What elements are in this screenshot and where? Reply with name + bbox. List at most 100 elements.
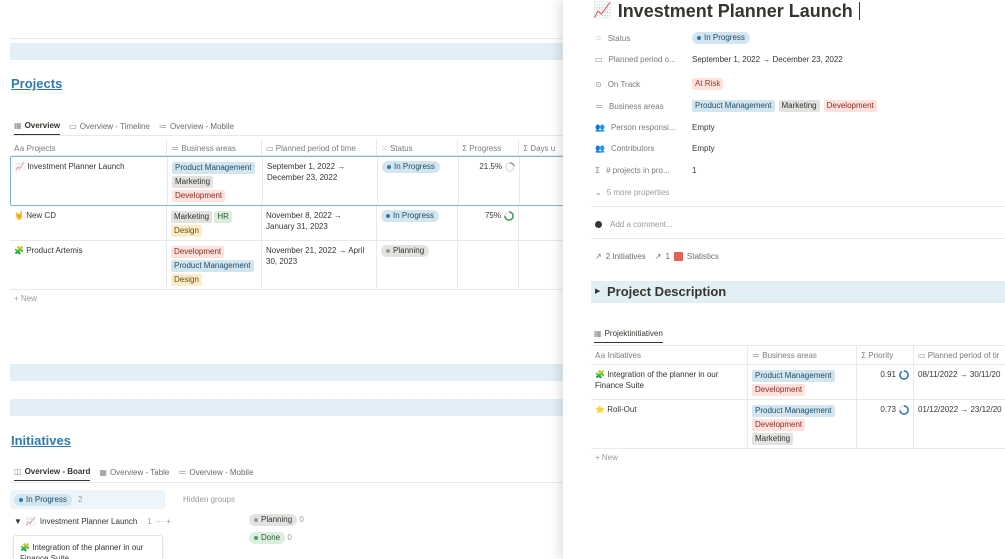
period-cell[interactable]: November 21, 2022 → April 30, 2023 [262,241,377,289]
initiative-name-cell[interactable]: ⭐ Roll-Out [591,400,748,448]
business-areas-cell[interactable]: Product Management Marketing Development [168,157,263,205]
table-icon: ▦ [594,329,602,338]
page-title[interactable]: 📈 Investment Planner Launch [593,0,860,22]
backlink-statistics[interactable]: Statistics [686,252,719,261]
tab-overview-timeline[interactable]: ▭ Overview - Timeline [69,121,150,131]
tab-overview-mobile[interactable]: ≔ Overview - Mobile [158,121,234,131]
callout-band [10,399,565,416]
business-areas-cell[interactable]: Product Management Development [748,365,857,399]
projects-view-tabs: ▦ Overview ▭ Overview - Timeline ≔ Overview… [14,121,234,135]
target-icon: ⊙ [595,79,602,89]
column-header-initiatives[interactable]: Aa Initiatives [591,346,748,364]
divider [10,38,565,39]
property-projects-count[interactable]: Σ # projects in pro... 1 [595,166,697,175]
callout-band [10,364,565,381]
status-cell[interactable]: In Progress [377,206,458,240]
divider [591,206,1005,207]
property-on-track[interactable]: ⊙ On Track At Risk [595,77,724,91]
board-card[interactable]: 🧩 Integration of the planner in our Fina… [13,535,163,559]
status-cell[interactable]: Planning [377,241,458,289]
tab-overview[interactable]: ▦ Overview [14,121,61,135]
column-header-projects[interactable]: Aa Projects [10,139,167,155]
table-row[interactable]: 🧩 Product Artemis Development Product Ma… [10,241,565,290]
tab-overview-mobile[interactable]: ≔ Overview - Mobile [178,467,254,477]
property-status[interactable]: ⁙ Status In Progress [595,32,750,44]
column-header-priority[interactable]: Σ Priority [857,346,914,364]
comment-input[interactable]: Add a comment... [595,220,673,229]
status-badge: In Progress [381,210,439,222]
column-header-business-areas[interactable]: ≔ Business areas [167,139,262,155]
chart-emoji-icon: 📈 [593,2,612,19]
divider [10,135,565,136]
priority-cell: 0.73 [857,400,914,448]
initiatives-view-tabs: ◫ Overview - Board ▦ Overview - Table ≔ Ove… [14,467,253,481]
divider [591,238,1005,239]
column-header-progress[interactable]: Σ Progress [458,139,519,155]
initiative-name-cell[interactable]: 🧩 Integration of the planner in our Fina… [591,365,748,399]
people-icon: 👥 [595,144,605,153]
new-row-button[interactable]: + New [14,294,37,303]
business-areas-cell[interactable]: Marketing HR Design [167,206,262,240]
tag: Product Management [752,370,835,382]
projects-heading[interactable]: Projects [11,76,63,91]
side-peek-panel [563,0,1005,559]
property-person[interactable]: 👥 Person responsi... Empty [595,123,715,132]
group-actions[interactable]: ··· + [155,517,171,526]
column-header-period[interactable]: ▭ Planned period of time [262,139,377,155]
period-cell[interactable]: 01/12/2022 → 23/12/20 [918,405,1002,414]
hidden-group-planning[interactable]: Planning 0 [249,514,304,526]
property-contributors[interactable]: 👥 Contributors Empty [595,144,715,153]
table-row[interactable]: 🤘 New CD Marketing HR Design November 8,… [10,206,565,241]
sub-group-header[interactable]: ▼ 📈 Investment Planner Launch 1 ··· + [14,517,171,526]
column-header-period[interactable]: ▭ Planned period of tir [918,351,1000,360]
arrow-up-right-icon: ↗ [654,252,662,261]
initiatives-heading[interactable]: Initiatives [11,433,71,448]
business-areas-cell[interactable]: Product Management Development Marketing [748,400,857,448]
business-areas-cell[interactable]: Development Product Management Design [167,241,262,289]
column-header-status[interactable]: ⁙ Status [377,139,458,155]
toggle-block[interactable]: ▶ Project Description [591,281,1005,303]
table-row[interactable]: ⭐ Roll-Out Product Management Development… [591,400,1005,449]
property-period[interactable]: ▭ Planned period o... September 1, 2022 → … [595,55,843,64]
hidden-group-done[interactable]: Done 0 [249,532,292,544]
status-badge: In Progress [692,32,750,44]
chevron-down-icon: ⌄ [595,188,602,197]
triangle-right-icon[interactable]: ▶ [595,288,601,295]
column-header-business-areas[interactable]: ≔ Business areas [748,346,857,364]
days-cell [519,206,565,240]
property-business-areas[interactable]: ≔ Business areas Product Management Marketi… [595,99,877,113]
project-name-cell[interactable]: 🤘 New CD [10,206,167,240]
sigma-icon: Σ [595,166,601,175]
divider [10,482,565,483]
tab-overview-table[interactable]: ▦ Overview - Table [99,467,170,477]
column-header-days[interactable]: Σ Days u [523,144,556,153]
tab-projektinitiativen[interactable]: ▦ Projektinitiativen [594,329,663,343]
table-row[interactable]: 🧩 Integration of the planner in our Fina… [591,365,1005,400]
table-icon: ▦ [99,467,107,477]
status-badge: Planning [249,514,298,526]
project-name-cell[interactable]: 📈 Investment Planner Launch [11,157,168,205]
board-icon: ◫ [14,467,22,476]
board-group-header[interactable]: In Progress 2 [10,490,165,509]
period-cell[interactable]: November 8, 2022 → January 31, 2023 [262,206,377,240]
tag: Marketing [171,211,213,223]
project-name-cell[interactable]: 🧩 Product Artemis [10,241,167,289]
status-cell[interactable]: In Progress [378,157,459,205]
group-count: 2 [78,495,83,504]
backlink-initiatives[interactable]: 2 Initiatives [605,252,646,261]
more-properties-toggle[interactable]: ⌄ 5 more properties [595,188,670,197]
tag: Product Management [752,405,835,417]
calendar-icon: ▭ [595,55,603,64]
tag: Development [171,246,225,258]
period-cell[interactable]: 08/11/2022 → 30/11/20 [918,370,1001,379]
list-icon: ≔ [595,101,603,111]
status-badge: In Progress [382,161,440,173]
tab-overview-board[interactable]: ◫ Overview - Board [14,467,91,481]
triangle-down-icon[interactable]: ▼ [14,517,22,526]
new-row-button[interactable]: + New [595,453,618,462]
table-header-row: Aa Initiatives ≔ Business areas Σ Priori… [591,346,1005,365]
period-cell[interactable]: September 1, 2022 → December 23, 2022 [263,157,378,205]
tag: Marketing [172,176,214,188]
callout-band [10,43,565,60]
table-row[interactable]: 📈 Investment Planner Launch Product Mana… [10,156,565,206]
